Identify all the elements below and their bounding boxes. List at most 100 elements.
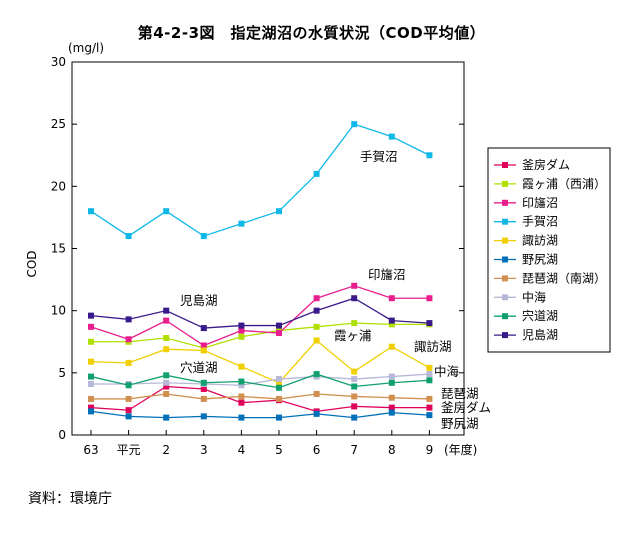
data-point — [200, 385, 207, 392]
data-point — [125, 359, 132, 366]
data-point — [351, 295, 358, 302]
data-point — [88, 408, 94, 415]
data-point — [125, 336, 132, 343]
data-point — [426, 320, 433, 327]
data-point — [200, 233, 207, 240]
data-point — [163, 372, 170, 379]
legend-swatch-marker — [502, 256, 508, 263]
data-point — [163, 383, 170, 390]
data-point — [238, 393, 245, 400]
plot-frame — [71, 61, 465, 436]
data-point — [426, 371, 433, 378]
legend-swatch-marker — [502, 332, 508, 339]
series-layer — [88, 121, 433, 421]
y-tick-label: 30 — [51, 55, 66, 69]
series-2 — [88, 320, 433, 351]
annotation-label: 諏訪湖 — [414, 339, 452, 354]
legend-swatch-marker — [502, 294, 508, 301]
annotation-label: 印旛沼 — [368, 267, 406, 282]
data-point — [313, 323, 320, 330]
data-point — [313, 307, 320, 314]
data-point — [351, 414, 358, 421]
data-point — [388, 394, 395, 401]
x-tick-label: 8 — [388, 443, 396, 457]
legend-label: 印旛沼 — [522, 195, 558, 210]
series-line — [91, 373, 430, 386]
series-line — [90, 123, 430, 237]
data-point — [313, 170, 320, 177]
data-point — [88, 338, 94, 345]
y-tick-label: 0 — [58, 428, 66, 442]
data-point — [351, 393, 358, 400]
data-point — [426, 364, 433, 371]
data-point — [238, 322, 245, 329]
x-tick-label: 3 — [200, 443, 208, 457]
series-line — [90, 285, 430, 347]
series-line — [90, 373, 430, 389]
source-note: 資料：環境庁 — [28, 491, 112, 507]
data-point — [163, 208, 170, 215]
data-point — [388, 379, 395, 386]
y-tick-label: 5 — [58, 366, 66, 380]
data-point — [200, 325, 207, 332]
data-point — [88, 358, 94, 365]
series-line — [90, 297, 430, 329]
x-tick-label: 5 — [275, 443, 283, 457]
data-point — [388, 317, 395, 324]
data-point — [163, 307, 170, 314]
data-point — [163, 379, 170, 386]
data-point — [238, 399, 245, 406]
data-point — [276, 208, 282, 215]
chart-title: 第4-2-3図 指定湖沼の水質状況（COD平均値） — [137, 24, 486, 42]
data-point — [88, 404, 94, 411]
series-line — [90, 339, 430, 384]
data-point — [88, 312, 94, 319]
annotation-label: 児島湖 — [180, 293, 218, 308]
data-point — [276, 330, 282, 337]
data-point — [238, 327, 245, 334]
y-axis: 0 5 10 15 20 25 30 — [51, 55, 464, 442]
data-point — [351, 320, 358, 327]
data-point — [238, 363, 245, 370]
data-point — [88, 323, 94, 330]
data-point — [238, 382, 245, 389]
data-point — [426, 377, 433, 384]
series-line — [91, 322, 430, 349]
legend-swatch-marker — [502, 218, 508, 225]
data-point — [88, 395, 94, 402]
data-point — [238, 220, 245, 227]
y-tick-label: 10 — [51, 304, 66, 318]
x-axis-unit: (年度) — [444, 442, 477, 457]
legend-label: 野尻湖 — [522, 252, 558, 267]
data-point — [200, 379, 207, 386]
data-point — [238, 333, 245, 340]
data-point — [313, 337, 320, 344]
legend-label: 児島湖 — [522, 327, 558, 342]
data-point — [426, 395, 433, 402]
data-point — [388, 321, 395, 328]
data-point — [276, 384, 282, 391]
data-point — [276, 395, 282, 402]
data-point — [388, 133, 395, 140]
data-point — [426, 412, 433, 419]
data-point — [388, 409, 395, 416]
series-line — [90, 385, 430, 413]
series-3 — [88, 282, 433, 349]
data-point — [238, 414, 245, 421]
data-point — [125, 413, 132, 420]
series-line — [90, 410, 430, 419]
data-point — [200, 395, 207, 402]
annotation-label: 中海 — [434, 364, 460, 379]
data-point — [163, 335, 170, 342]
data-point — [125, 316, 132, 323]
data-point — [276, 322, 282, 329]
legend-swatch-marker — [502, 313, 508, 320]
data-point — [388, 295, 395, 302]
data-point — [125, 233, 132, 240]
annotation-label: 手賀沼 — [360, 149, 398, 164]
data-point — [388, 343, 395, 350]
data-point — [426, 295, 433, 302]
y-axis-title: COD — [25, 250, 39, 277]
data-point — [163, 317, 170, 324]
